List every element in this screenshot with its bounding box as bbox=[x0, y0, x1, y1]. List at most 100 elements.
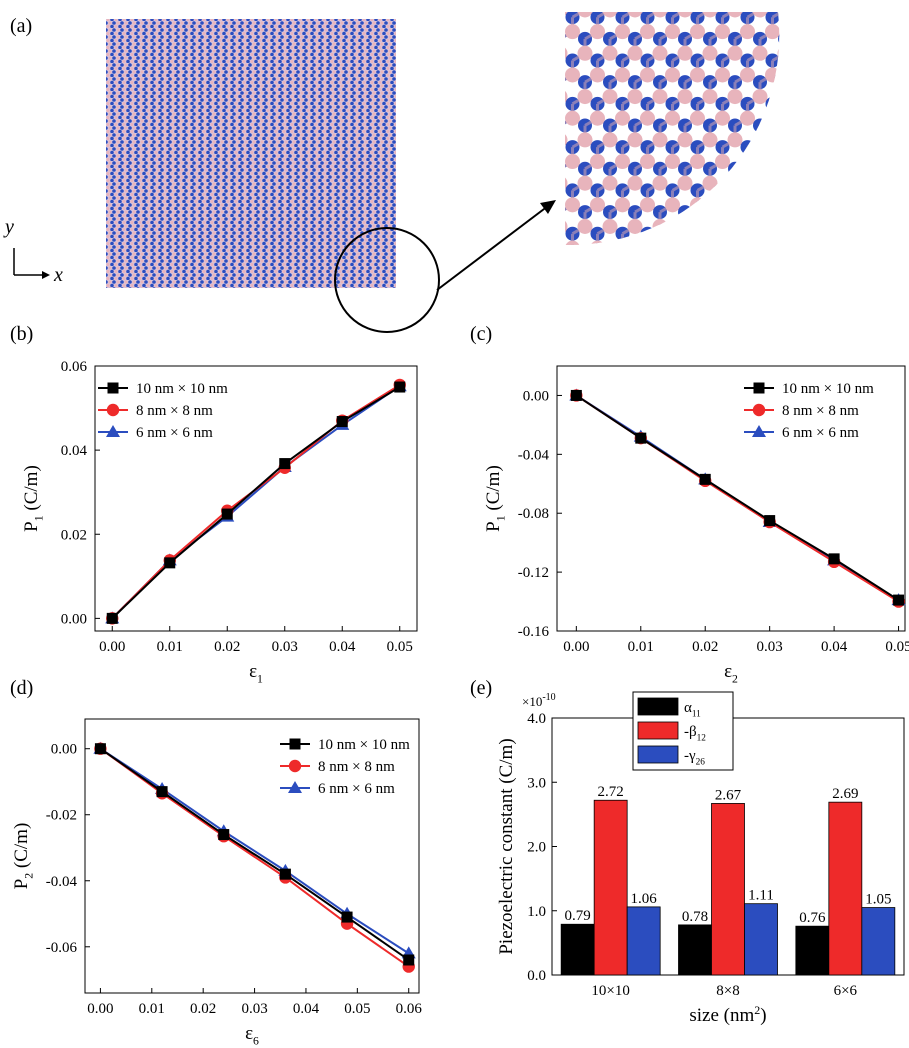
y-axis-label-main: P bbox=[21, 521, 42, 532]
data-point bbox=[106, 612, 118, 624]
boron-atom bbox=[565, 132, 568, 148]
bond bbox=[746, 160, 761, 171]
legend-label: 8 nm × 8 nm bbox=[318, 759, 395, 775]
x-tick-label: 10×10 bbox=[591, 983, 629, 999]
series-line bbox=[111, 385, 401, 620]
boron-atom bbox=[715, 110, 730, 126]
legend-label-main: α bbox=[684, 700, 692, 716]
boron-atom bbox=[665, 24, 680, 40]
bond bbox=[759, 181, 774, 192]
nitrogen-atom bbox=[803, 205, 817, 219]
panel-label-b: (b) bbox=[10, 323, 33, 345]
boron-atom bbox=[715, 154, 730, 170]
y-axis-label-sub: 2 bbox=[23, 873, 36, 879]
bond bbox=[548, 53, 561, 60]
chart-e: 0.0 1.0 2.0 3.0 4.0 ×10-10 10×10 0.79 2.72 1.06 8×… bbox=[496, 691, 905, 1026]
boron-atom bbox=[690, 240, 705, 246]
legend-marker bbox=[289, 738, 301, 750]
boron-atom bbox=[765, 24, 780, 40]
boron-atom bbox=[740, 110, 755, 126]
chart-c: 0.00 0.01 0.02 0.03 0.04 0.05 0.00 -0.04 -0.08 -0… bbox=[483, 365, 909, 686]
data-point bbox=[156, 786, 168, 798]
legend-swatch bbox=[637, 721, 679, 740]
legend-label: 10 nm × 10 nm bbox=[782, 381, 874, 397]
boron-atom bbox=[677, 132, 693, 148]
boron-atom bbox=[702, 132, 718, 148]
boron-atom bbox=[702, 12, 718, 18]
boron-atom bbox=[565, 197, 580, 213]
boron-atom bbox=[677, 12, 693, 18]
bar bbox=[560, 923, 595, 976]
boron-atom bbox=[640, 24, 655, 40]
x-tick-label: 8×8 bbox=[716, 983, 739, 999]
bond bbox=[771, 225, 780, 236]
boron-atom bbox=[715, 24, 730, 40]
boron-atom bbox=[565, 219, 568, 235]
bond bbox=[771, 203, 780, 214]
boron-atom bbox=[577, 89, 593, 105]
boron-atom bbox=[677, 219, 693, 235]
legend-swatch bbox=[637, 745, 679, 764]
legend-label: 10 nm × 10 nm bbox=[318, 737, 410, 753]
bond bbox=[734, 181, 749, 192]
y-scale-note: ×10-10 bbox=[522, 692, 556, 709]
y-axis-label-sub: 1 bbox=[33, 515, 46, 521]
bar bbox=[678, 924, 712, 976]
data-point bbox=[279, 868, 291, 880]
nitrogen-atom bbox=[653, 248, 667, 262]
bar-value-label: 2.72 bbox=[598, 784, 624, 800]
x-axis-label-sup: 2 bbox=[754, 1003, 760, 1017]
boron-atom bbox=[765, 67, 780, 83]
boron-atom bbox=[740, 67, 755, 83]
boron-atom bbox=[752, 45, 768, 61]
x-axis-label: ε2 bbox=[724, 661, 738, 686]
bond bbox=[759, 116, 774, 127]
boron-atom bbox=[627, 12, 643, 18]
boron-atom bbox=[777, 219, 780, 235]
data-point bbox=[893, 594, 905, 606]
bond bbox=[771, 181, 780, 192]
legend-label-sub: 11 bbox=[692, 710, 701, 720]
boron-atom bbox=[790, 197, 805, 212]
y-scale-base: ×10 bbox=[522, 694, 542, 709]
bond bbox=[585, 248, 598, 255]
bond bbox=[684, 225, 699, 236]
y-axis-label-sub: 1 bbox=[495, 515, 508, 521]
boron-atom bbox=[627, 175, 643, 191]
nitrogen-atom bbox=[765, 140, 780, 155]
bond bbox=[734, 160, 749, 171]
y-axis-label-rest: (C/m) bbox=[11, 823, 32, 873]
boron-atom bbox=[602, 175, 618, 191]
legend-marker bbox=[106, 425, 120, 437]
boron-atom bbox=[727, 45, 743, 61]
x-axis-label-main: ε bbox=[245, 1023, 253, 1044]
boron-atom bbox=[790, 241, 805, 256]
bond bbox=[671, 225, 686, 236]
bond bbox=[709, 203, 724, 214]
x-tick-label: 0.03 bbox=[241, 1001, 267, 1017]
boron-atom bbox=[727, 219, 743, 235]
boron-atom bbox=[615, 197, 630, 213]
boron-atom bbox=[640, 110, 655, 126]
bar bbox=[861, 907, 896, 976]
y-tick-label: 0.0 bbox=[527, 968, 546, 984]
bond bbox=[798, 32, 811, 39]
y-tick-label: 0.04 bbox=[61, 443, 88, 459]
boron-atom bbox=[565, 12, 568, 18]
bond bbox=[735, 248, 748, 255]
y-tick-label: 2.0 bbox=[527, 840, 546, 856]
x-tick-label: 0.04 bbox=[821, 639, 848, 655]
data-point bbox=[218, 829, 230, 841]
y-tick-label: 0.00 bbox=[523, 388, 549, 404]
bond bbox=[721, 203, 736, 214]
bond bbox=[734, 203, 749, 214]
x-tick-label: 0.05 bbox=[885, 639, 909, 655]
bond bbox=[623, 248, 636, 255]
y-tick-label: 1.0 bbox=[527, 904, 546, 920]
x-axis-label-main: ε bbox=[724, 661, 732, 682]
bond bbox=[785, 75, 798, 82]
nitrogen-atom bbox=[778, 161, 780, 176]
boron-atom bbox=[652, 45, 668, 61]
nitrogen-atom bbox=[640, 226, 655, 241]
boron-atom bbox=[677, 45, 693, 61]
